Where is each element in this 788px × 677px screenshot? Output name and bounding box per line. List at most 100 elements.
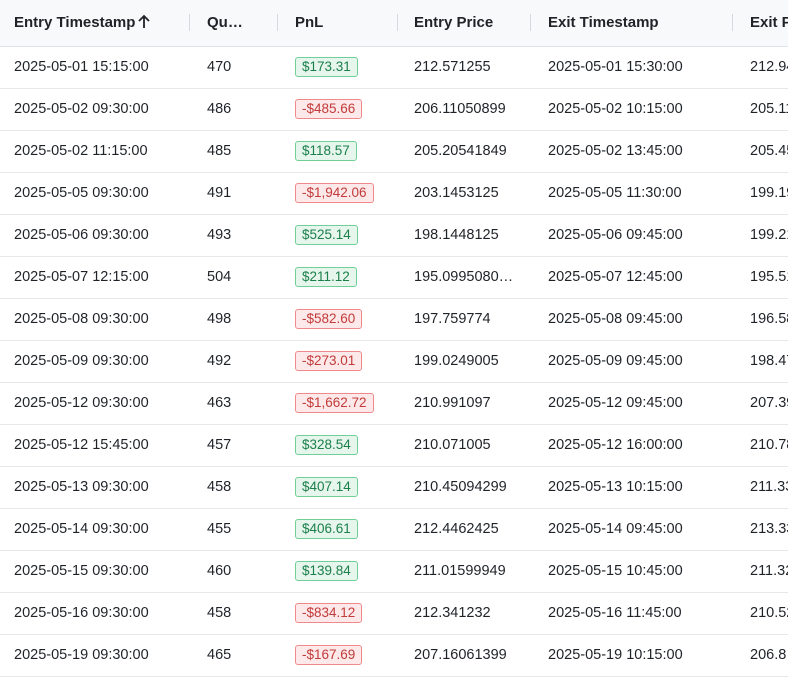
table-cell: 196.58 (750, 311, 788, 327)
table-cell: 210.45094299 (414, 479, 507, 495)
table-row[interactable]: 2025-05-05 09:30:00 491 -$1,942.06 203.1453… (0, 173, 788, 215)
pnl-badge: -$167.69 (295, 645, 363, 666)
column-separator (189, 14, 190, 31)
table-row[interactable]: 2025-05-14 09:30:00 455 $406.61 212.4462425… (0, 509, 788, 551)
table-cell: 491 (207, 185, 232, 201)
table-cell: 2025-05-12 16:00:00 (548, 437, 683, 453)
table-row[interactable]: 2025-05-02 11:15:00 485 $118.57 205.2054184… (0, 131, 788, 173)
pnl-badge: -$582.60 (295, 309, 363, 330)
table-cell: 198.47 (750, 353, 788, 369)
pnl-badge: -$273.01 (295, 351, 363, 372)
table-cell: 2025-05-01 15:30:00 (548, 59, 683, 75)
column-separator (530, 14, 531, 31)
table-cell: 195.51 (750, 269, 788, 285)
table-cell: 465 (207, 647, 232, 663)
table-cell: 2025-05-06 09:45:00 (548, 227, 683, 243)
table-row[interactable]: 2025-05-01 15:15:00 470 $173.31 212.571255 2… (0, 47, 788, 89)
table-cell: 504 (207, 269, 232, 285)
table-row[interactable]: 2025-05-07 12:15:00 504 $211.12 195.0995080… (0, 257, 788, 299)
table-cell: 2025-05-12 09:45:00 (548, 395, 683, 411)
table-cell: 2025-05-05 09:30:00 (14, 185, 149, 201)
table-cell: 492 (207, 353, 232, 369)
pnl-badge: $525.14 (295, 225, 358, 246)
table-cell: 2025-05-15 10:45:00 (548, 563, 683, 579)
table-cell: 197.759774 (414, 311, 491, 327)
table-cell: 2025-05-07 12:15:00 (14, 269, 149, 285)
column-separator (277, 14, 278, 31)
table-cell: 2025-05-19 09:30:00 (14, 647, 149, 663)
table-row[interactable]: 2025-05-16 09:30:00 458 -$834.12 212.341232… (0, 593, 788, 635)
table-cell: 486 (207, 101, 232, 117)
table-row[interactable]: 2025-05-06 09:30:00 493 $525.14 198.1448125… (0, 215, 788, 257)
table-row[interactable]: 2025-05-13 09:30:00 458 $407.14 210.4509429… (0, 467, 788, 509)
column-header[interactable]: Qu… (207, 14, 243, 31)
pnl-badge: $211.12 (295, 267, 357, 288)
table-cell: -$485.66 (295, 89, 395, 130)
table-cell: $406.61 (295, 509, 395, 550)
pnl-badge: $139.84 (295, 561, 358, 582)
table-cell: 458 (207, 479, 232, 495)
table-cell: 2025-05-02 11:15:00 (14, 143, 148, 159)
table-cell: 212.94 (750, 59, 788, 75)
table-cell: 2025-05-16 11:45:00 (548, 605, 682, 621)
table-cell: 205.20541849 (414, 143, 507, 159)
table-row[interactable]: 2025-05-12 15:45:00 457 $328.54 210.071005 2… (0, 425, 788, 467)
table-row[interactable]: 2025-05-09 09:30:00 492 -$273.01 199.024900… (0, 341, 788, 383)
table-cell: 203.1453125 (414, 185, 499, 201)
table-cell: 206.8 (750, 647, 787, 663)
table-row[interactable]: 2025-05-19 09:30:00 465 -$167.69 207.160613… (0, 635, 788, 677)
table-cell: -$1,942.06 (295, 173, 395, 214)
table-cell: 207.39 (750, 395, 788, 411)
pnl-badge: $407.14 (295, 477, 358, 498)
table-cell: 212.571255 (414, 59, 491, 75)
table-cell: $118.57 (295, 131, 395, 172)
column-separator (732, 14, 733, 31)
column-header[interactable]: Exit Timestamp (548, 14, 659, 31)
table-cell: $139.84 (295, 551, 395, 592)
table-cell: 2025-05-14 09:30:00 (14, 521, 149, 537)
table-cell: 212.4462425 (414, 521, 499, 537)
table-cell: 2025-05-12 09:30:00 (14, 395, 149, 411)
table-cell: 2025-05-02 09:30:00 (14, 101, 149, 117)
table-header: Entry Timestamp Qu… PnL Entry Price Exit Tim… (0, 0, 788, 47)
table-cell: 2025-05-13 10:15:00 (548, 479, 683, 495)
table-cell: -$167.69 (295, 635, 395, 676)
table-cell: 211.01599949 (414, 563, 506, 579)
table-cell: 2025-05-16 09:30:00 (14, 605, 149, 621)
table-row[interactable]: 2025-05-12 09:30:00 463 -$1,662.72 210.9910… (0, 383, 788, 425)
table-cell: 207.16061399 (414, 647, 507, 663)
table-cell: 2025-05-08 09:45:00 (548, 311, 683, 327)
table-cell: 195.0995080… (414, 269, 514, 285)
column-header[interactable]: Entry Timestamp (14, 14, 136, 31)
table-cell: 199.21 (750, 227, 788, 243)
sort-icon[interactable] (137, 14, 151, 30)
column-header[interactable]: Entry Price (414, 14, 494, 31)
table-cell: 2025-05-09 09:30:00 (14, 353, 149, 369)
table-cell: 455 (207, 521, 232, 537)
column-header[interactable]: PnL (295, 14, 324, 31)
table-cell: 2025-05-14 09:45:00 (548, 521, 683, 537)
table-row[interactable]: 2025-05-08 09:30:00 498 -$582.60 197.759774… (0, 299, 788, 341)
column-separator (397, 14, 398, 31)
table-cell: 211.33 (750, 479, 788, 495)
table-cell: 2025-05-02 10:15:00 (548, 101, 683, 117)
table-cell: 2025-05-06 09:30:00 (14, 227, 149, 243)
table-cell: 212.341232 (414, 605, 491, 621)
table-cell: $525.14 (295, 215, 395, 256)
table-cell: 210.52 (750, 605, 788, 621)
table-cell: 2025-05-12 15:45:00 (14, 437, 149, 453)
table-cell: 199.0249005 (414, 353, 499, 369)
pnl-badge: $328.54 (295, 435, 358, 456)
column-header[interactable]: Exit P (750, 14, 788, 31)
table-cell: 206.11050899 (414, 101, 506, 117)
table-cell: 210.071005 (414, 437, 491, 453)
table-row[interactable]: 2025-05-15 09:30:00 460 $139.84 211.0159994… (0, 551, 788, 593)
table-cell: -$834.12 (295, 593, 395, 634)
table-row[interactable]: 2025-05-02 09:30:00 486 -$485.66 206.110508… (0, 89, 788, 131)
table-cell: 498 (207, 311, 232, 327)
table-cell: 485 (207, 143, 232, 159)
table-cell: 458 (207, 605, 232, 621)
table-cell: 2025-05-05 11:30:00 (548, 185, 682, 201)
table-cell: 2025-05-19 10:15:00 (548, 647, 683, 663)
